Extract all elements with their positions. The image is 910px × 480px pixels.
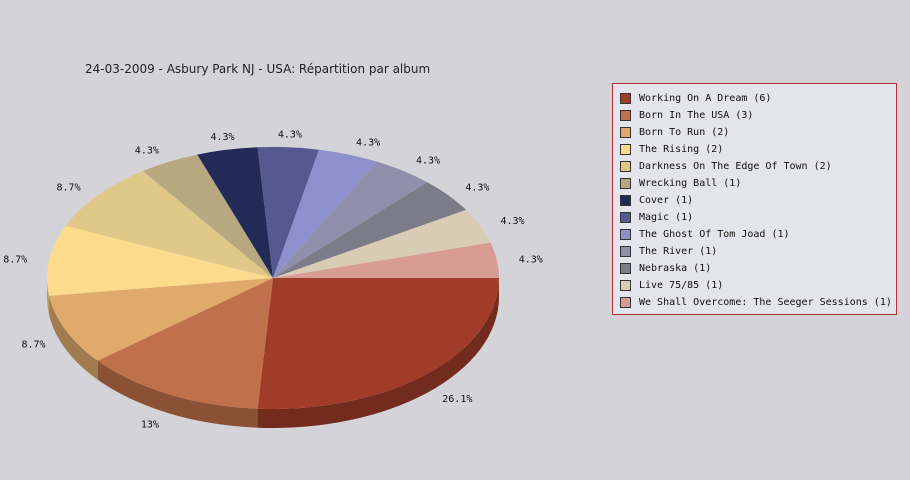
pie-slice-10 [273, 182, 467, 278]
pie-label-6: 4.3% [210, 132, 234, 143]
pie-label-7: 4.3% [278, 129, 302, 140]
legend-item: Live 75/85 (1) [620, 278, 723, 292]
pie-label-11: 4.3% [500, 216, 524, 227]
legend-label: Cover (1) [639, 194, 694, 206]
pie-slice-3 [47, 225, 274, 296]
legend-item: Born To Run (2) [620, 125, 729, 139]
pie-slice-12 [273, 242, 499, 278]
legend-swatch [620, 262, 631, 274]
pie-label-1: 13% [141, 420, 159, 431]
pie-slice-0 [257, 278, 499, 410]
legend-label: We Shall Overcome: The Seeger Sessions (… [639, 296, 892, 308]
legend-label: Wrecking Ball (1) [639, 177, 742, 189]
legend-item: The Ghost Of Tom Joad (1) [620, 227, 790, 241]
pie-slice-7 [257, 147, 319, 278]
legend-swatch [620, 109, 631, 121]
pie-label-10: 4.3% [465, 182, 489, 193]
legend-item: Working On A Dream (6) [620, 91, 771, 105]
legend-item: Cover (1) [620, 193, 693, 207]
pie-label-3: 8.7% [3, 254, 27, 265]
legend-swatch [620, 279, 631, 291]
legend-swatch [620, 160, 631, 172]
legend-label: Working On A Dream (6) [639, 92, 772, 104]
pie-top [47, 147, 499, 410]
legend-label: Live 75/85 (1) [639, 279, 724, 291]
pie-label-12: 4.3% [519, 254, 543, 265]
pie-slice-9 [273, 161, 428, 278]
legend-item: Born In The USA (3) [620, 108, 753, 122]
pie-label-4: 8.7% [57, 182, 81, 193]
legend-swatch [620, 92, 631, 104]
legend-item: Wrecking Ball (1) [620, 176, 741, 190]
legend-label: The Ghost Of Tom Joad (1) [639, 228, 790, 240]
legend-swatch [620, 296, 631, 308]
pie-slice-2 [49, 278, 273, 361]
legend-label: Magic (1) [639, 211, 694, 223]
legend-label: The River (1) [639, 245, 718, 257]
legend-item: The River (1) [620, 244, 717, 258]
legend-label: The Rising (2) [639, 143, 724, 155]
pie-label-9: 4.3% [416, 156, 440, 167]
pie-slice-side-1 [97, 360, 258, 428]
legend-label: Darkness On The Edge Of Town (2) [639, 160, 832, 172]
pie-slice-1 [97, 278, 274, 409]
legend-item: The Rising (2) [620, 142, 723, 156]
pie-slice-8 [273, 149, 377, 278]
legend-swatch [620, 228, 631, 240]
chart-title: 24-03-2009 - Asbury Park NJ - USA: Répar… [85, 62, 431, 76]
pie-slice-6 [197, 147, 273, 278]
legend: Working On A Dream (6) Born In The USA (3… [612, 83, 897, 315]
legend-swatch [620, 177, 631, 189]
legend-label: Nebraska (1) [639, 262, 712, 274]
legend-swatch [620, 211, 631, 223]
pie-slice-4 [65, 170, 274, 278]
legend-item: Darkness On The Edge Of Town (2) [620, 159, 832, 173]
legend-item: Nebraska (1) [620, 261, 711, 275]
pie-slice-5 [142, 154, 273, 278]
pie-slice-side-0 [257, 278, 499, 428]
legend-swatch [620, 126, 631, 138]
pie-label-0: 26.1% [442, 394, 472, 405]
pie-slice-side-2 [49, 295, 98, 380]
pie-depth [47, 278, 499, 428]
legend-swatch [620, 245, 631, 257]
legend-swatch [620, 194, 631, 206]
legend-label: Born To Run (2) [639, 126, 730, 138]
pie-label-5: 4.3% [135, 145, 159, 156]
legend-item: Magic (1) [620, 210, 693, 224]
pie-label-8: 4.3% [356, 137, 380, 148]
pie-slice-side-3 [47, 278, 50, 315]
legend-label: Born In The USA (3) [639, 109, 754, 121]
pie-label-2: 8.7% [21, 339, 45, 350]
legend-swatch [620, 143, 631, 155]
pie-slice-11 [273, 209, 491, 278]
legend-item: We Shall Overcome: The Seeger Sessions (… [620, 295, 892, 309]
pie-labels: 26.1% 13% 8.7% 8.7% 8.7% 4.3% 4.3% 4.3% 4.3% 4.3%… [3, 129, 543, 430]
